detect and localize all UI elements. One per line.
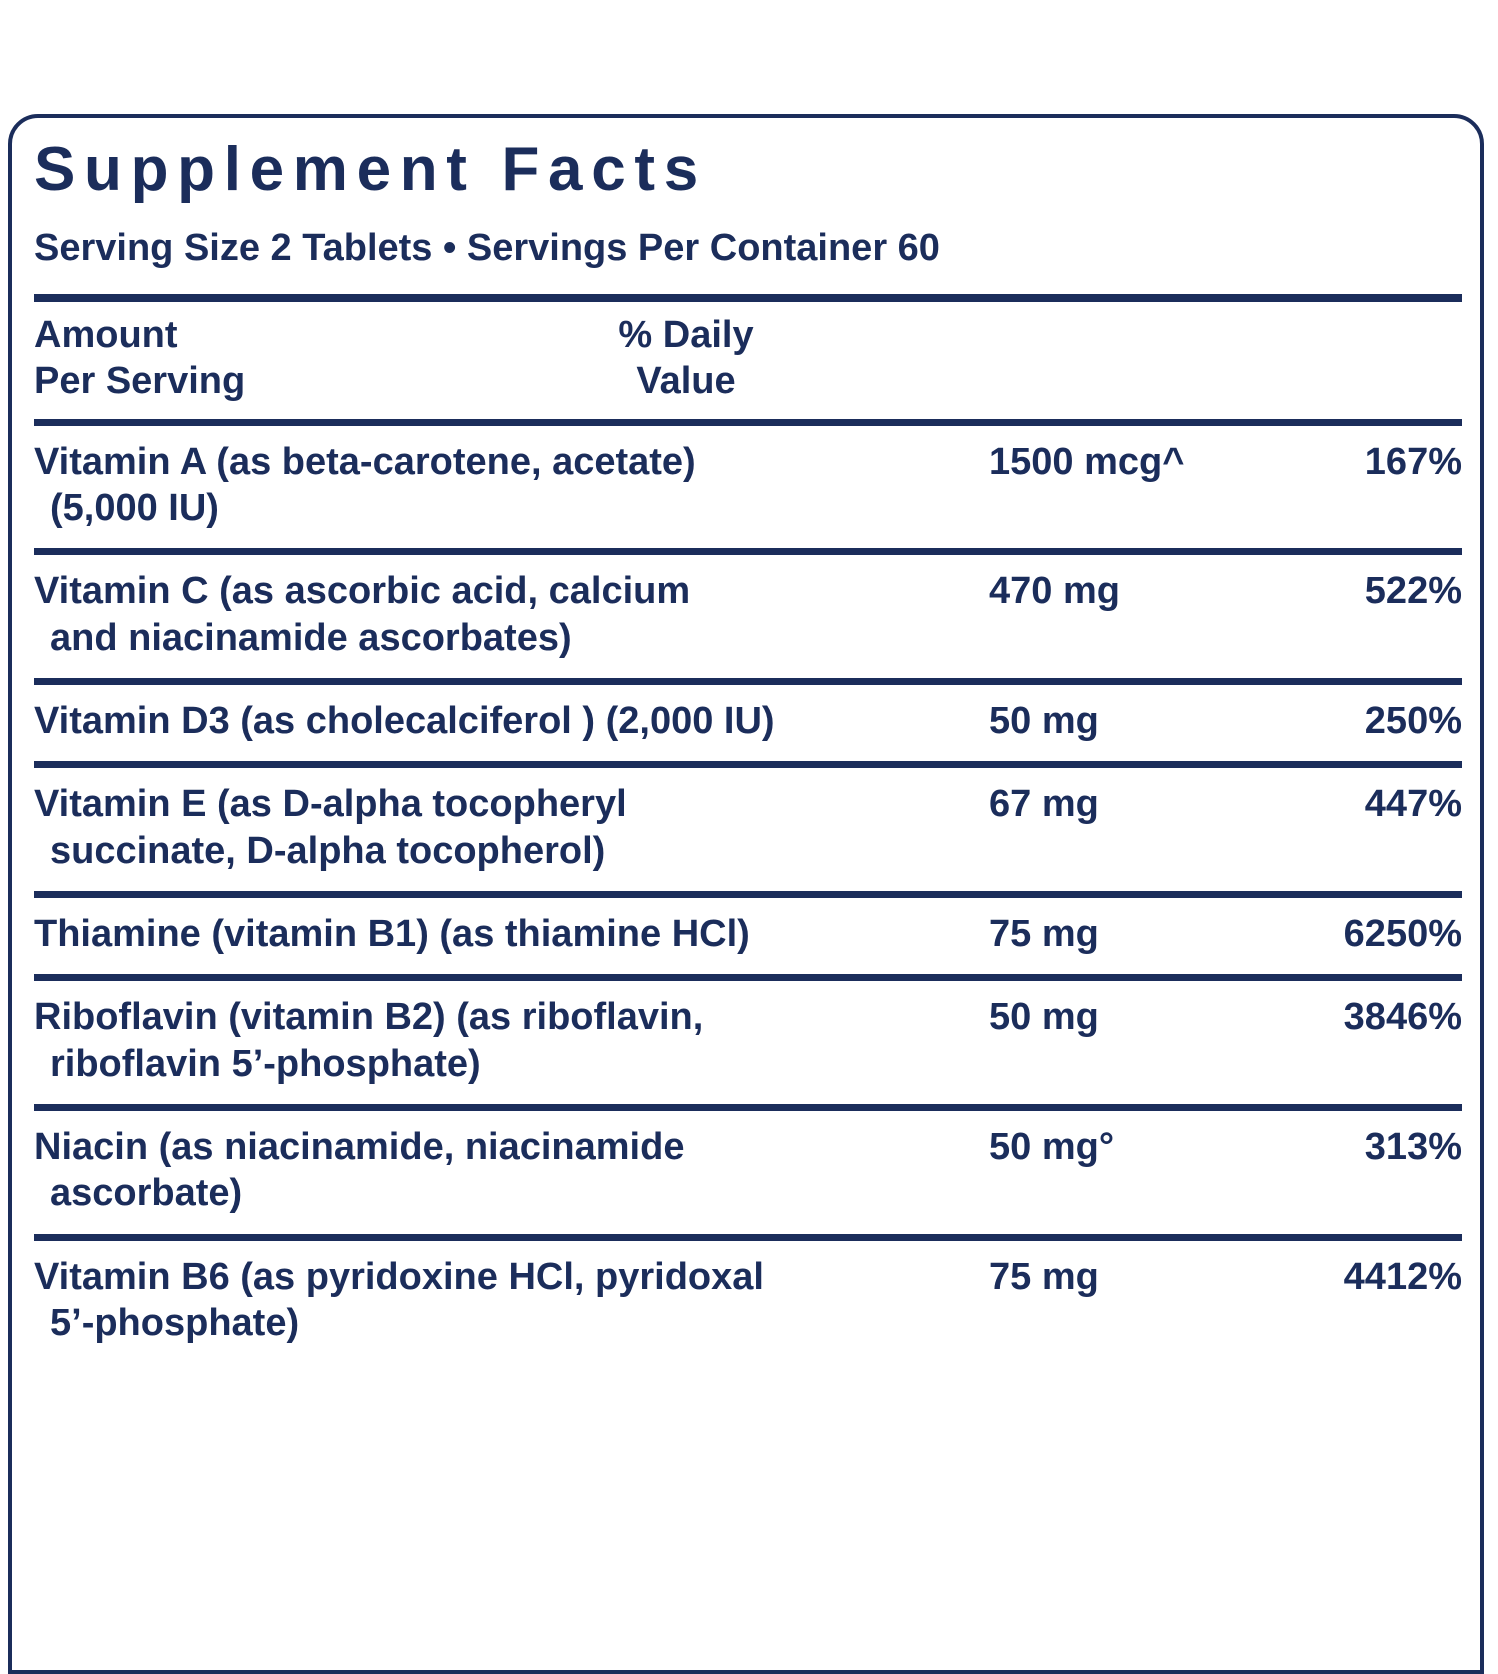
nutrient-name: Vitamin A (as beta-carotene, acetate) (5… <box>34 440 696 529</box>
nutrient-amount: 75 mg <box>989 1255 1099 1298</box>
divider <box>34 761 1462 769</box>
supplement-row: Vitamin A (as beta-carotene, acetate) (5… <box>34 426 1462 549</box>
supplement-row: Riboflavin (vitamin B2) (as riboflavin, … <box>34 981 1462 1104</box>
nutrient-amount: 50 mg° <box>989 1126 1115 1169</box>
divider <box>34 293 1462 302</box>
nutrient-amount: 1500 mcg^ <box>989 440 1185 483</box>
supplement-row: Niacin (as niacinamide, niacinamide asco… <box>34 1111 1462 1234</box>
nutrient-amount: 50 mg <box>989 699 1099 742</box>
nutrient-name: Vitamin D3 (as cholecalciferol ) (2,000 … <box>34 699 775 742</box>
divider <box>34 891 1462 899</box>
nutrient-daily-value: 167% <box>1364 440 1462 483</box>
supplement-facts-panel: Supplement Facts Serving Size 2 Tablets … <box>8 114 1484 1674</box>
divider <box>34 974 1462 982</box>
supplement-row: Vitamin D3 (as cholecalciferol ) (2,000 … <box>34 685 1462 761</box>
nutrient-amount: 67 mg <box>989 783 1099 826</box>
amount-header: Amount Per Serving <box>34 312 1462 405</box>
daily-value-header-line1: % Daily <box>618 313 754 356</box>
nutrient-name: Vitamin E (as D-alpha tocopheryl succina… <box>34 783 627 872</box>
nutrient-name: Riboflavin (vitamin B2) (as riboflavin, … <box>34 996 704 1085</box>
daily-value-header: % Daily Value <box>586 312 786 405</box>
daily-value-header-line2: Value <box>636 360 736 403</box>
nutrient-amount: 470 mg <box>989 570 1120 613</box>
divider <box>34 677 1462 685</box>
nutrient-daily-value: 6250% <box>1343 913 1462 956</box>
supplement-row: Vitamin B6 (as pyridoxine HCl, pyridoxal… <box>34 1241 1462 1364</box>
supplement-row: Thiamine (vitamin B1) (as thiamine HCl) … <box>34 898 1462 974</box>
nutrient-name: Vitamin B6 (as pyridoxine HCl, pyridoxal… <box>34 1255 764 1345</box>
nutrient-daily-value: 3846% <box>1343 996 1462 1039</box>
divider <box>34 1104 1462 1112</box>
nutrient-daily-value: 447% <box>1364 783 1462 826</box>
divider <box>34 548 1462 556</box>
amount-header-line1: Amount <box>34 313 178 356</box>
column-header: Amount Per Serving % Daily Value <box>34 302 1462 419</box>
divider <box>34 418 1462 426</box>
nutrient-name: Thiamine (vitamin B1) (as thiamine HCl) <box>34 913 750 956</box>
nutrient-amount: 75 mg <box>989 913 1099 956</box>
nutrient-amount: 50 mg <box>989 996 1099 1039</box>
supplement-row: Vitamin C (as ascorbic acid, calcium and… <box>34 555 1462 678</box>
nutrient-daily-value: 313% <box>1364 1126 1462 1169</box>
nutrient-name: Vitamin C (as ascorbic acid, calcium and… <box>34 570 691 659</box>
nutrient-daily-value: 4412% <box>1343 1255 1462 1298</box>
divider <box>34 1233 1462 1241</box>
supplement-row: Vitamin E (as D-alpha tocopheryl succina… <box>34 768 1462 891</box>
supplement-facts-title: Supplement Facts <box>34 135 707 204</box>
nutrient-daily-value: 522% <box>1364 570 1462 613</box>
serving-info: Serving Size 2 Tablets • Servings Per Co… <box>34 227 940 270</box>
nutrient-name: Niacin (as niacinamide, niacinamide asco… <box>34 1126 685 1215</box>
amount-header-line2: Per Serving <box>34 360 246 403</box>
nutrient-daily-value: 250% <box>1364 699 1462 742</box>
